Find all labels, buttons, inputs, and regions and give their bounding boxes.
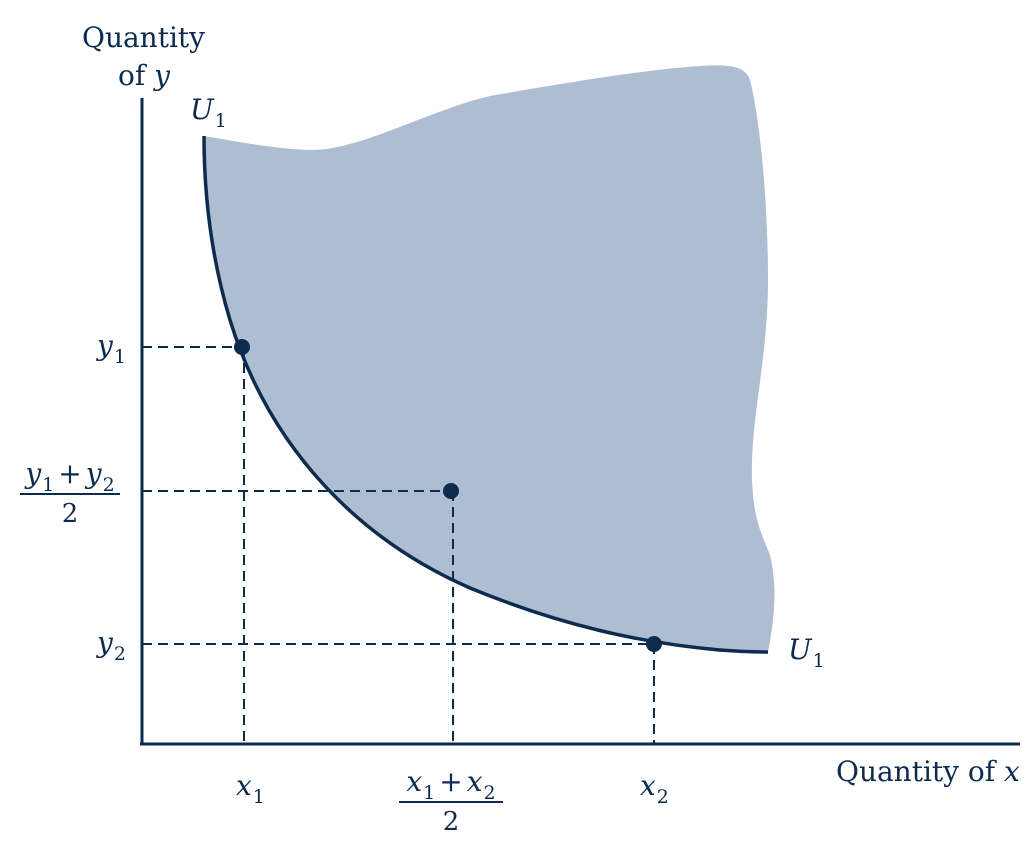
curve-label-top-sub: 1 <box>214 110 227 132</box>
x-axis-title: Quantity of x <box>836 758 1020 786</box>
preferred-region <box>204 65 775 653</box>
y-axis-title-line2: of y <box>118 62 170 90</box>
x-axis-title-var: x <box>1004 755 1020 788</box>
tick-xmid-fraction: x1 + x2 2 <box>399 768 503 835</box>
tick-y1-sub: 1 <box>113 346 126 368</box>
curve-label-bottom: U1 <box>788 633 825 671</box>
point-x2-y2 <box>646 636 662 652</box>
point-midpoint <box>443 483 459 499</box>
tick-x2-sub: 2 <box>656 786 669 808</box>
y-axis-title-prefix: of <box>118 59 155 92</box>
tick-x1-sub: 1 <box>252 786 265 808</box>
tick-x2: x2 <box>640 769 669 807</box>
tick-y2: y2 <box>97 626 126 664</box>
tick-x1-var: x <box>236 769 252 802</box>
x-axis-title-prefix: Quantity of <box>836 755 1005 788</box>
indifference-curve-u1 <box>202 135 769 654</box>
point-x1-y1 <box>234 339 250 355</box>
curve-label-top-name: U <box>190 93 214 126</box>
tick-y1-var: y <box>97 329 113 362</box>
tick-ymid-denominator: 2 <box>61 499 79 529</box>
tick-ymid-fraction: y1 + y2 2 <box>20 460 120 527</box>
tick-x2-var: x <box>640 769 656 802</box>
tick-xmid-denominator: 2 <box>442 807 460 837</box>
tick-y2-sub: 2 <box>113 643 126 665</box>
tick-ymid-numerator: y1 + y2 <box>20 460 120 495</box>
tick-y1: y1 <box>97 329 126 367</box>
curve-label-top: U1 <box>190 93 227 131</box>
tick-x1: x1 <box>236 769 265 807</box>
curve-label-bottom-name: U <box>788 633 812 666</box>
tick-xmid-numerator: x1 + x2 <box>399 768 503 803</box>
y-axis-title-var: y <box>154 59 170 92</box>
curve-label-bottom-sub: 1 <box>812 650 825 672</box>
y-axis-title-line1: Quantity <box>82 21 205 54</box>
tick-y2-var: y <box>97 626 113 659</box>
